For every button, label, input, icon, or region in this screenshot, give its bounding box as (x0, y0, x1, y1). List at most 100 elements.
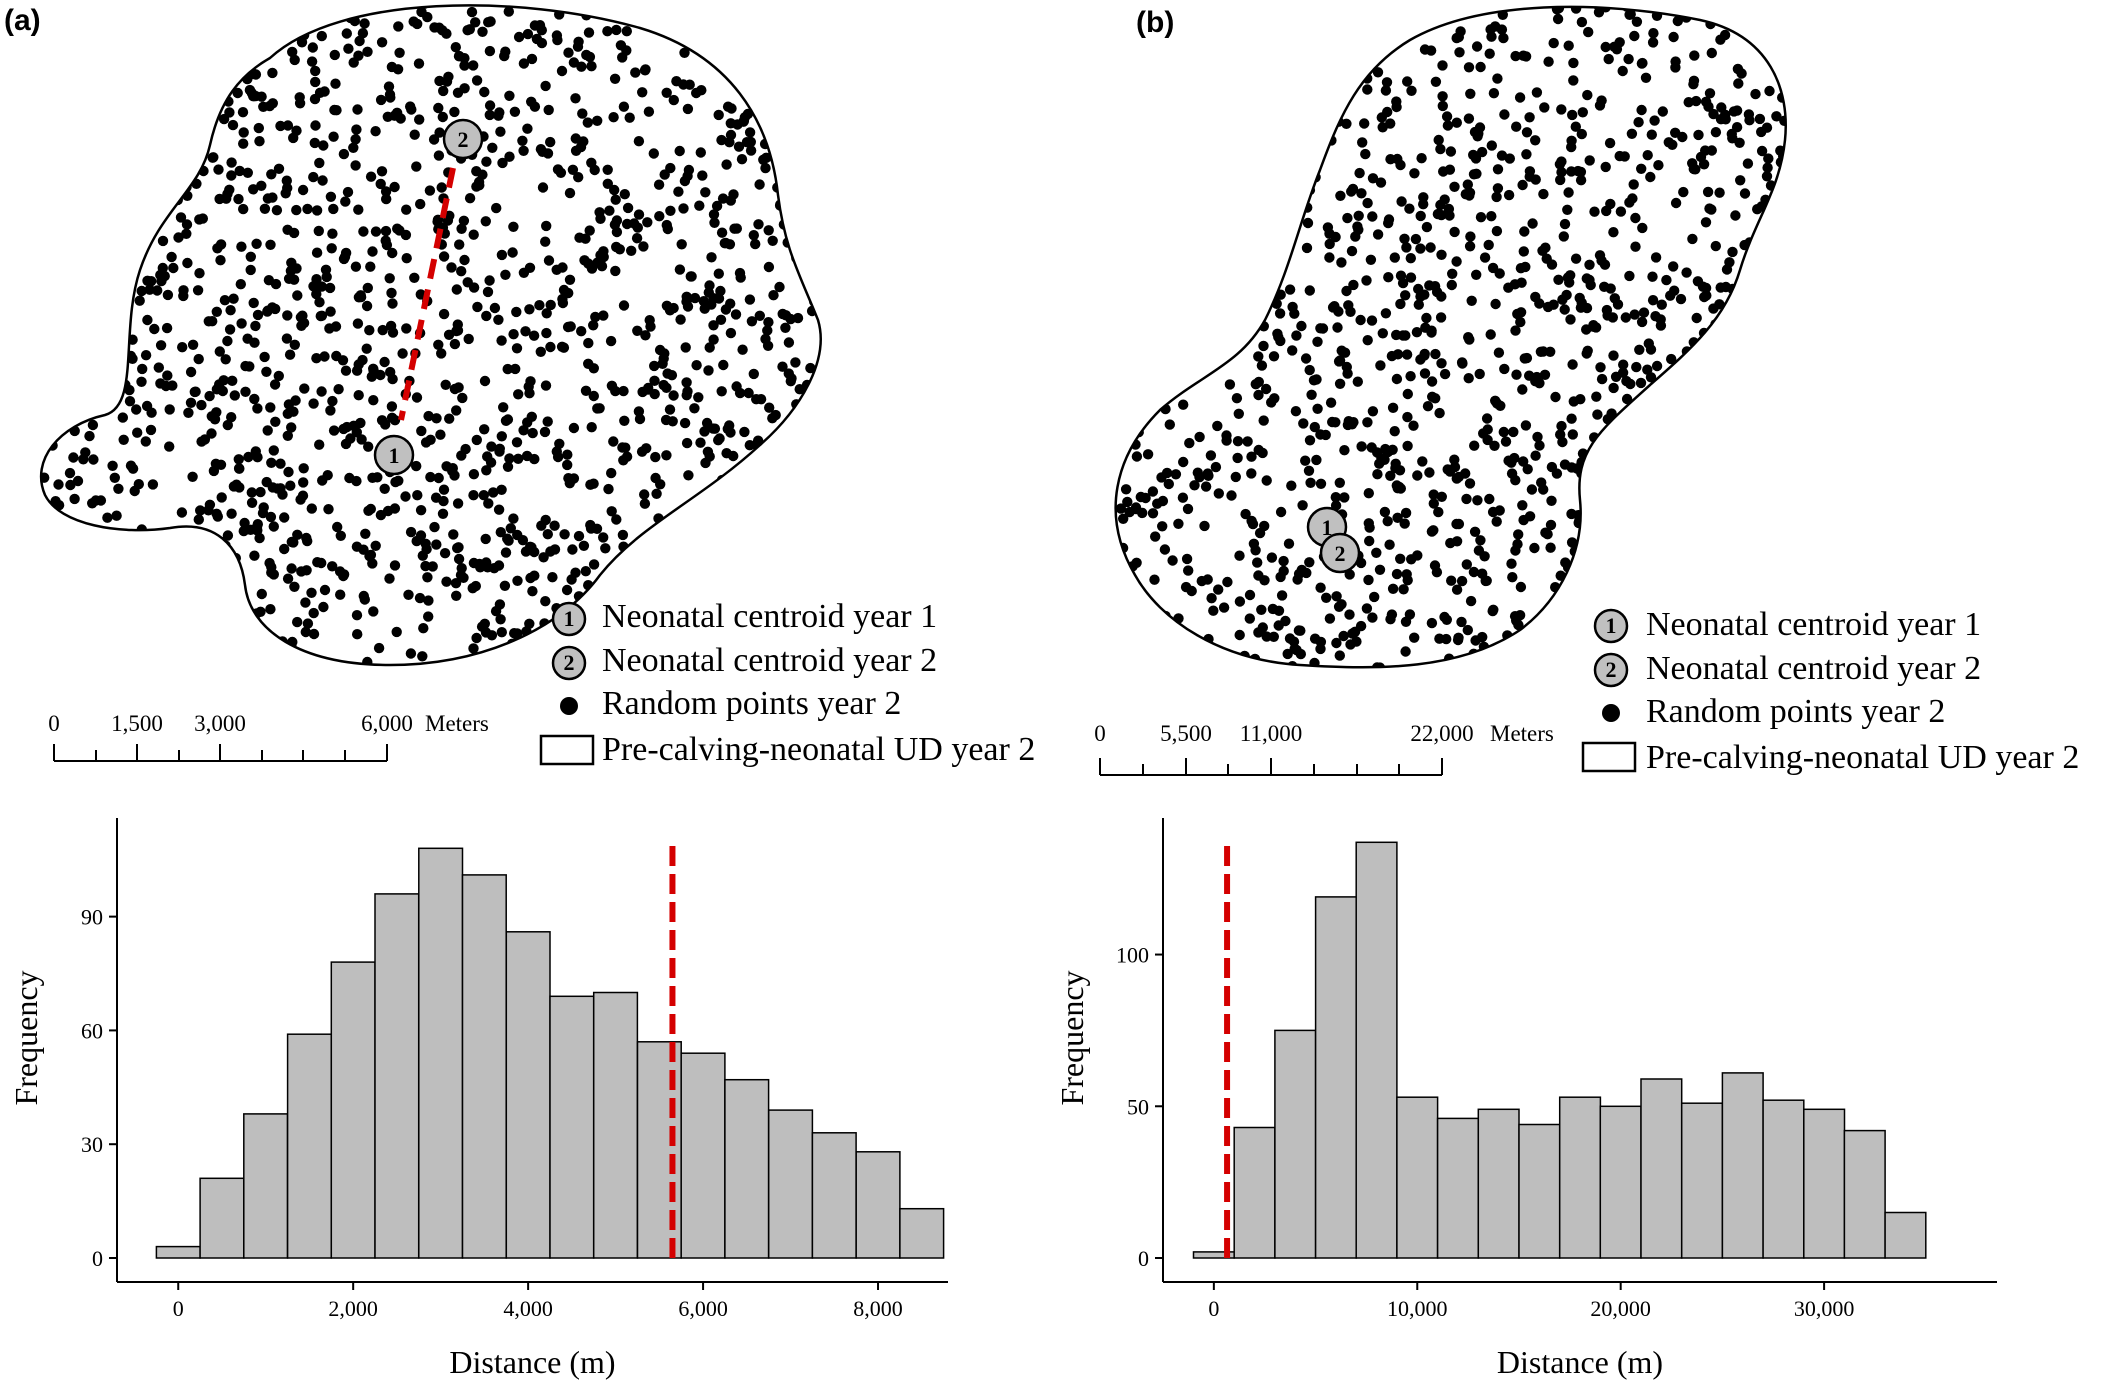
random-point (729, 223, 740, 234)
random-point (1367, 612, 1378, 623)
random-point (777, 133, 788, 145)
random-point (1758, 338, 1769, 349)
random-point (700, 187, 711, 198)
histogram-bar (1884, 1211, 1927, 1259)
random-point (141, 601, 153, 612)
random-point (1120, 157, 1132, 168)
random-point (1653, 532, 1664, 543)
random-point (67, 100, 79, 111)
random-point (185, 366, 197, 378)
random-point (468, 60, 479, 71)
random-point (1208, 605, 1219, 616)
random-point (711, 15, 722, 27)
random-point (207, 25, 219, 36)
random-point (458, 215, 470, 226)
random-point (1654, 448, 1665, 459)
random-point (708, 334, 719, 345)
random-point (1725, 381, 1736, 392)
random-point (1333, 601, 1345, 612)
random-point (748, 230, 759, 241)
random-point (1546, 495, 1557, 506)
random-point (1650, 252, 1662, 263)
random-point (791, 556, 802, 567)
histogram-bar (1518, 1123, 1561, 1259)
random-point (245, 251, 256, 262)
random-point (1412, 6, 1424, 10)
random-point (79, 602, 90, 613)
random-point (500, 269, 511, 280)
ud-legend-icon-b (1581, 741, 1637, 773)
legend-b: 1 Neonatal centroid year 1 2 Neonatal ce… (1581, 606, 2079, 776)
random-point (784, 140, 795, 151)
random-point (559, 529, 570, 540)
random-point (227, 375, 238, 386)
random-point (1291, 108, 1302, 119)
random-point (1589, 540, 1600, 552)
random-point (342, 186, 354, 198)
random-point (1177, 492, 1189, 503)
random-point (365, 171, 377, 182)
random-point (1635, 377, 1647, 389)
random-point (1575, 175, 1587, 186)
random-point (351, 427, 362, 438)
random-point (1718, 459, 1729, 470)
random-point (153, 362, 164, 373)
histogram-bar (1640, 1078, 1683, 1259)
random-point (1164, 249, 1176, 261)
random-point (438, 85, 449, 97)
random-point (362, 282, 373, 294)
random-point (1636, 104, 1647, 116)
random-point (651, 488, 662, 499)
random-point (537, 182, 549, 193)
random-point (196, 73, 207, 85)
random-point (167, 60, 179, 72)
random-point (589, 619, 600, 630)
random-point (1782, 239, 1786, 251)
random-point (124, 384, 135, 396)
random-point (818, 112, 821, 123)
random-point (1492, 164, 1504, 175)
random-point (367, 246, 378, 257)
random-point (146, 407, 157, 418)
random-point (483, 498, 494, 509)
random-point (255, 486, 266, 498)
random-point (338, 148, 350, 160)
random-point (541, 220, 552, 232)
random-point (1325, 397, 1337, 408)
random-point (195, 505, 206, 516)
random-point (1726, 537, 1737, 548)
random-point (58, 5, 70, 13)
random-point (1173, 518, 1184, 529)
random-point (27, 523, 37, 533)
random-point (335, 530, 346, 541)
random-point (679, 417, 691, 429)
random-point (68, 644, 79, 655)
random-point (1132, 639, 1143, 651)
random-point (161, 322, 173, 334)
random-point (1733, 486, 1744, 498)
random-point (69, 425, 80, 437)
random-point (1286, 480, 1297, 491)
random-point (1749, 361, 1760, 372)
random-point (1600, 551, 1612, 562)
random-point (1487, 262, 1499, 274)
random-point (1754, 360, 1766, 371)
random-point (84, 378, 96, 389)
random-point (261, 366, 272, 377)
random-point (1456, 575, 1468, 587)
random-point (108, 367, 119, 378)
random-point (540, 236, 551, 247)
random-point (1732, 291, 1743, 302)
random-point (360, 528, 371, 539)
random-point (1436, 491, 1448, 502)
random-point (252, 29, 263, 40)
random-point (1474, 122, 1486, 133)
random-point (1200, 481, 1212, 492)
random-point (1267, 603, 1279, 615)
random-point (1297, 19, 1308, 30)
random-point (1232, 214, 1243, 225)
random-point (316, 386, 327, 397)
random-point (1240, 508, 1251, 520)
random-point (1764, 85, 1775, 97)
random-point (1584, 274, 1595, 286)
